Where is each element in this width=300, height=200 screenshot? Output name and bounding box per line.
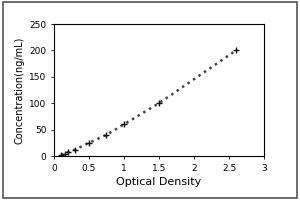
X-axis label: Optical Density: Optical Density [116,177,202,187]
Y-axis label: Concentration(ng/mL): Concentration(ng/mL) [15,36,25,144]
